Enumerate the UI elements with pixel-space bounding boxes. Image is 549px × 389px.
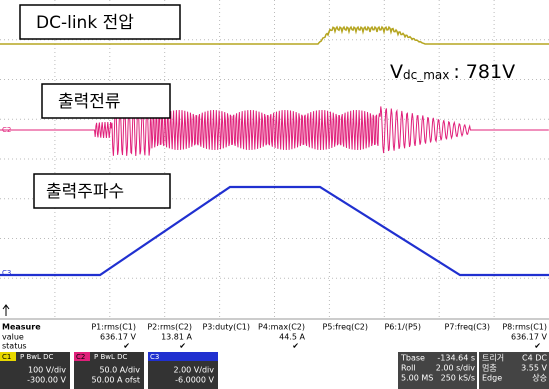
- label-dc-link: DC-link 전압: [36, 13, 134, 33]
- measure-name: P7:freq(C3): [445, 323, 490, 332]
- trigger-marker: [3, 305, 9, 316]
- channel-id: C3: [150, 353, 159, 361]
- scope: DC-link 전압 Vdc_max : 781V 출력전류 출력주파수 C2 C…: [0, 0, 549, 389]
- channel-scale: 100 V/div: [28, 366, 66, 375]
- label-frequency: 출력주파수: [46, 182, 124, 202]
- measure-name: P4:max(C2): [258, 323, 305, 332]
- measure-value: 636.17 V: [511, 333, 548, 342]
- trigger-channel: C4 DC: [522, 354, 547, 363]
- channel-offset: 50.00 A ofst: [92, 376, 140, 385]
- measure-row-label: status: [2, 342, 27, 351]
- vdc-max: Vdc_max : 781V: [390, 61, 515, 83]
- measure-name: P2:rms(C2): [147, 323, 192, 332]
- channel-flags: P BwL DC: [20, 353, 53, 361]
- grid: [0, 0, 549, 318]
- timebase-value: 2.00 s/div: [436, 364, 476, 373]
- measure-name: P3:duty(C1): [202, 323, 250, 332]
- measure-row-label: Measure: [2, 323, 41, 332]
- measure-value: 44.5 A: [279, 333, 305, 342]
- marker-c3: C3: [2, 269, 11, 277]
- label-current: 출력전류: [58, 92, 121, 112]
- measure-value: 636.17 V: [100, 333, 137, 342]
- measure-status: ✔: [179, 342, 186, 351]
- measure-value: 13.81 A: [161, 333, 192, 342]
- trigger-key: 멈춤: [482, 363, 497, 373]
- timebase-value: 250 kS/s: [441, 374, 475, 383]
- vdc-subscript: dc_max: [403, 68, 449, 82]
- channel-id: C2: [76, 353, 85, 361]
- channel-offset: -6.0000 V: [175, 376, 214, 385]
- trigger-value: 상승: [532, 373, 547, 383]
- channel-scale: 2.00 V/div: [173, 366, 214, 375]
- measure-status: ✔: [292, 342, 299, 351]
- timebase-key: Tbase: [400, 354, 425, 363]
- measure-name: P6:1/(P5): [384, 323, 421, 332]
- channel-boxes: C1 P BwL DC 100 V/div-300.00 V C2 P BwL DC 50…: [0, 352, 218, 389]
- marker-c2: C2: [2, 126, 11, 134]
- vdc-symbol: V: [390, 61, 403, 83]
- vdc-value: : 781V: [453, 61, 515, 83]
- timebase-key: 5.00 MS: [401, 374, 433, 383]
- measure-row-label: value: [2, 333, 24, 342]
- measure-status: ✔: [123, 342, 130, 351]
- channel-scale: 50.0 A/div: [99, 366, 140, 375]
- measure-name: P1:rms(C1): [91, 323, 136, 332]
- measure-name: P5:freq(C2): [323, 323, 368, 332]
- timebase-key: Roll: [401, 364, 416, 373]
- channel-offset: -300.00 V: [27, 376, 66, 385]
- measure-status: ✔: [534, 342, 541, 351]
- trigger-value: 3.55 V: [521, 364, 547, 373]
- timebase-value: -134.64 s: [437, 354, 475, 363]
- channel-id: C1: [2, 353, 11, 361]
- measure-name: P8:rms(C1): [502, 323, 547, 332]
- trigger-key: Edge: [482, 374, 502, 383]
- channel-flags: P BwL DC: [94, 353, 127, 361]
- trigger-title: 트리거: [482, 354, 504, 363]
